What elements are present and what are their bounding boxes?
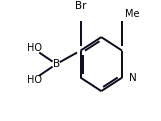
Text: Me: Me (125, 9, 139, 19)
Text: Br: Br (75, 1, 86, 11)
Text: HO: HO (27, 75, 42, 85)
Text: B: B (53, 59, 60, 69)
Text: N: N (129, 73, 137, 83)
Text: HO: HO (27, 43, 42, 53)
